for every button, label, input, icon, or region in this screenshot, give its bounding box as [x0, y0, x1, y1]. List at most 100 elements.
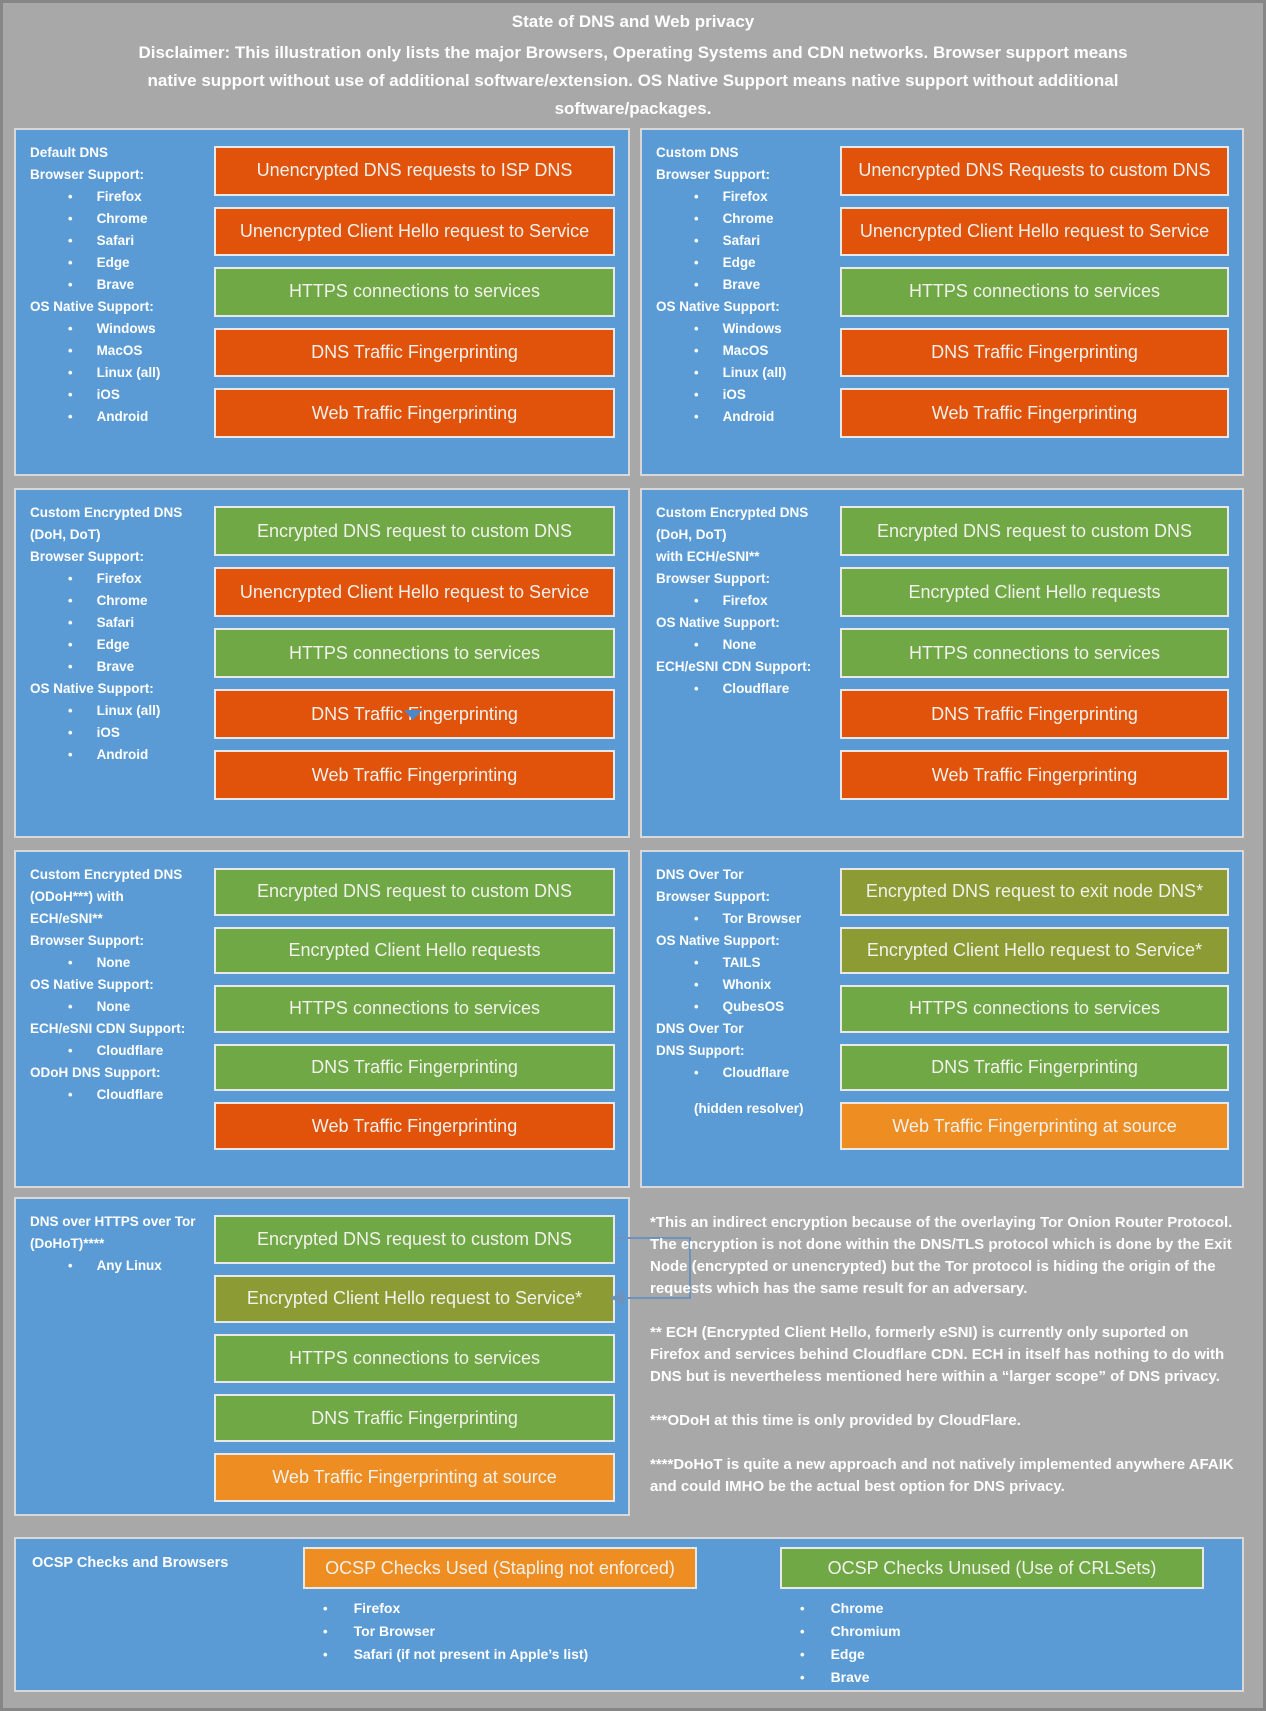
panel-bars-column: Encrypted DNS request to custom DNS Unenc… [211, 490, 628, 836]
support-heading: Custom Encrypted DNS [656, 505, 809, 520]
bullet-icon: • [68, 615, 73, 630]
privacy-bar-amber: Web Traffic Fingerprinting at source [840, 1102, 1229, 1150]
list-item: • QubesOS [656, 996, 833, 1018]
bullet-icon: • [800, 1647, 805, 1662]
privacy-bar-orange: Unencrypted Client Hello request to Serv… [214, 206, 615, 257]
panel-info-column: DNS over HTTPS over Tor (DoHoT)**** • Any L… [16, 1199, 211, 1514]
list-item-label: Safari [722, 233, 761, 248]
bullet-icon: • [68, 703, 73, 718]
support-heading: (DoH, DoT) [30, 527, 101, 542]
bullet-icon: • [68, 593, 73, 608]
list-item: • Edge [30, 252, 207, 274]
bullet-icon: • [68, 211, 73, 226]
list-item-label: Safari (if not present in Apple’s list) [353, 1646, 589, 1662]
privacy-bar-orange: Web Traffic Fingerprinting [214, 750, 615, 800]
bullet-icon: • [68, 747, 73, 762]
panel-info-column: Default DNS Browser Support: • Firefox • Chro… [16, 130, 211, 474]
bullet-icon: • [68, 725, 73, 740]
bullet-icon: • [323, 1624, 328, 1639]
bullet-icon: • [694, 255, 699, 270]
support-heading: Default DNS [30, 145, 109, 160]
list-item-label: Any Linux [96, 1258, 162, 1273]
list-item-label: Brave [96, 659, 135, 674]
privacy-bar-amber: Web Traffic Fingerprinting at source [214, 1453, 615, 1502]
list-item: • Safari (if not present in Apple’s list) [303, 1643, 697, 1666]
privacy-bar-green: Encrypted Client Hello requests [214, 926, 615, 975]
support-heading: OS Native Support: [30, 681, 154, 696]
list-item-label: Firefox [722, 189, 768, 204]
list-item-label: iOS [96, 725, 120, 740]
support-heading: (DoHoT)**** [30, 1236, 105, 1251]
bullet-icon: • [800, 1601, 805, 1616]
list-item: • TAILS [656, 952, 833, 974]
list-item-label: Brave [96, 277, 135, 292]
list-item-label: iOS [722, 387, 746, 402]
list-item-label: Cloudflare [96, 1043, 164, 1058]
list-item: • Safari [30, 612, 207, 634]
footnote: *This an indirect encryption because of … [650, 1214, 1233, 1297]
support-heading: Browser Support: [656, 571, 771, 586]
privacy-bar-orange: DNS Traffic Fingerprinting [214, 327, 615, 378]
support-heading: (ODoH***) with [30, 889, 124, 904]
list-item-label: Firefox [96, 571, 142, 586]
list-item-label: Whonix [722, 977, 772, 992]
footnote: ** ECH (Encrypted Client Hello, formerly… [650, 1324, 1225, 1385]
list-item-label: Brave [722, 277, 761, 292]
privacy-bar-orange: Web Traffic Fingerprinting [214, 1102, 615, 1150]
list-item-label: Android [96, 747, 149, 762]
support-heading: ECH/eSNI** [30, 911, 103, 926]
ocsp-unused-column: OCSP Checks Unused (Use of CRLSets) • Chr… [780, 1547, 1204, 1689]
bullet-icon: • [68, 343, 73, 358]
bullet-icon: • [694, 211, 699, 226]
bullet-icon: • [68, 637, 73, 652]
list-item: • Safari [656, 230, 833, 252]
privacy-bar-green: DNS Traffic Fingerprinting [214, 1393, 615, 1443]
list-item: • None [30, 952, 207, 974]
ocsp-used-list: • Firefox • Tor Browser • Safari (if not pres… [303, 1597, 697, 1666]
list-item: • MacOS [30, 340, 207, 362]
bullet-icon: • [68, 999, 73, 1014]
bullet-icon: • [694, 343, 699, 358]
privacy-bar-green: Encrypted DNS request to custom DNS [214, 1215, 615, 1264]
list-item-label: Chrome [96, 211, 148, 226]
list-item: • Android [656, 406, 833, 428]
list-item-label: Android [722, 409, 775, 424]
list-item: • Firefox [303, 1597, 697, 1620]
privacy-bar-orange: Web Traffic Fingerprinting [214, 388, 615, 438]
list-item-label: Firefox [353, 1600, 401, 1616]
privacy-bar-green: HTTPS connections to services [840, 628, 1229, 678]
support-heading: OS Native Support: [656, 933, 780, 948]
bullet-icon: • [68, 365, 73, 380]
bullet-icon: • [68, 409, 73, 424]
panel-default-dns: Default DNS Browser Support: • Firefox • Chro… [14, 128, 630, 476]
privacy-bar-green: HTTPS connections to services [840, 985, 1229, 1033]
list-item: • Cloudflare [30, 1084, 207, 1106]
privacy-bar-orange: Unencrypted DNS Requests to custom DNS [840, 146, 1229, 196]
list-item: • Any Linux [30, 1255, 207, 1277]
bullet-icon: • [68, 189, 73, 204]
bullet-icon: • [694, 189, 699, 204]
list-item: • Brave [656, 274, 833, 296]
list-item: • MacOS [656, 340, 833, 362]
list-item-label: Cloudflare [722, 1065, 790, 1080]
support-heading: OS Native Support: [30, 299, 154, 314]
support-heading: ODoH DNS Support: [30, 1065, 161, 1080]
bullet-icon: • [68, 955, 73, 970]
panel-info-column: Custom Encrypted DNS (ODoH***) with ECH/eS… [16, 852, 211, 1186]
list-item-label: Edge [722, 255, 756, 270]
footnotes: *This an indirect encryption because of … [650, 1212, 1242, 1520]
list-item: • Cloudflare [656, 1062, 833, 1084]
list-item: • Edge [780, 1643, 1204, 1666]
bullet-icon: • [68, 387, 73, 402]
privacy-bar-green: DNS Traffic Fingerprinting [214, 1043, 615, 1092]
list-item: • None [30, 996, 207, 1018]
list-item: • Chromium [780, 1620, 1204, 1643]
list-item-label: MacOS [722, 343, 769, 358]
list-item: • iOS [30, 722, 207, 744]
privacy-bar-green: HTTPS connections to services [214, 628, 615, 678]
list-item: • Safari [30, 230, 207, 252]
support-heading: with ECH/eSNI** [656, 549, 760, 564]
list-item-label: Edge [96, 637, 130, 652]
bullet-icon: • [694, 1065, 699, 1080]
bullet-icon: • [694, 387, 699, 402]
